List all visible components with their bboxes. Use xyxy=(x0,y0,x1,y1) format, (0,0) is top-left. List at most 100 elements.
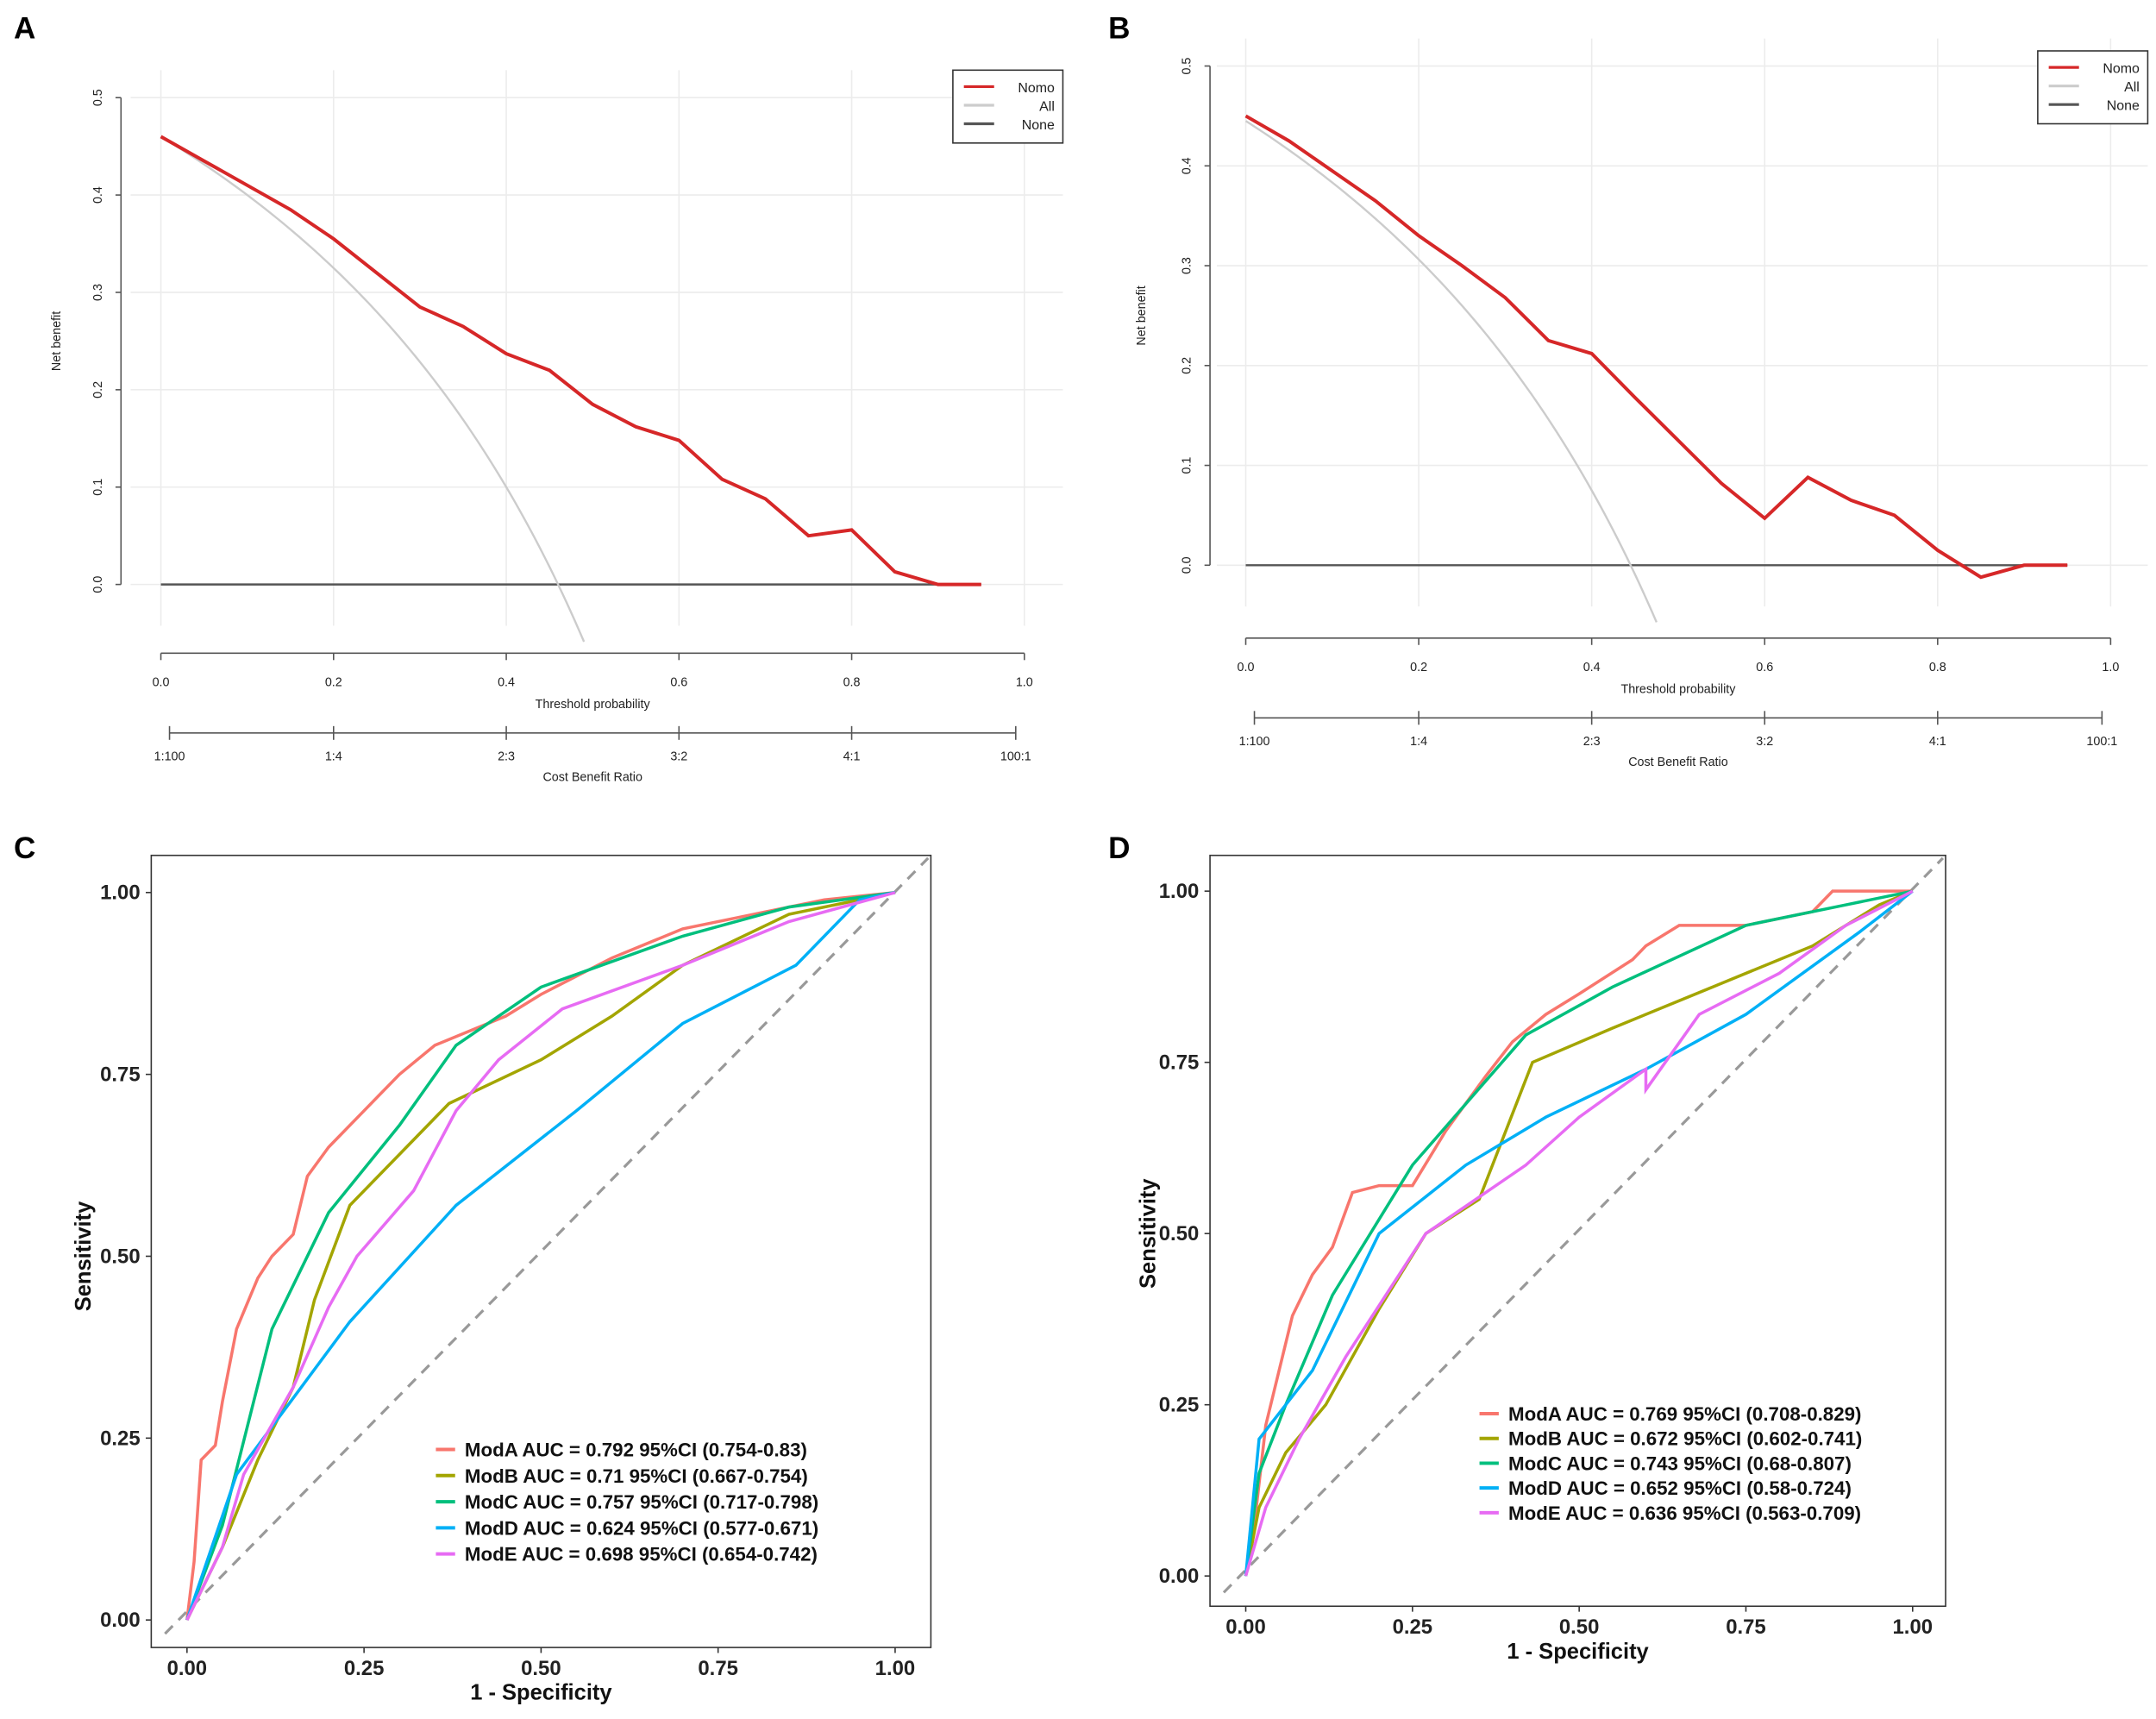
y-tick-label: 0.75 xyxy=(100,1063,141,1087)
nomo-curve xyxy=(160,135,981,587)
legend-label-modc: ModC AUC = 0.743 95%CI (0.68-0.807) xyxy=(1508,1452,1852,1474)
legend-label-moda: ModA AUC = 0.792 95%CI (0.754-0.83) xyxy=(465,1439,807,1460)
roc-line-moda xyxy=(185,891,896,1621)
cost-benefit-tick-label: 2:3 xyxy=(1583,735,1601,749)
x-tick-label: 0.8 xyxy=(1929,661,1946,674)
x-tick-label: 0.00 xyxy=(167,1657,208,1680)
cost-benefit-tick-label: 4:1 xyxy=(843,750,861,764)
y-axis-label: Net benefit xyxy=(1135,285,1149,345)
x-tick-label: 0.25 xyxy=(344,1657,385,1680)
roc-line-modd xyxy=(185,891,896,1621)
y-tick-label: 0.1 xyxy=(91,479,105,496)
legend-label-mode: ModE AUC = 0.636 95%CI (0.563-0.709) xyxy=(1508,1503,1861,1524)
x-tick-label: 0.4 xyxy=(498,676,515,690)
legend-label-moda: ModA AUC = 0.769 95%CI (0.708-0.829) xyxy=(1508,1403,1861,1425)
x-tick-label: 1.00 xyxy=(875,1657,916,1680)
x-tick-label: 0.4 xyxy=(1583,661,1601,674)
y-tick-label: 0.1 xyxy=(1181,457,1194,474)
cost-benefit-tick-label: 1:4 xyxy=(1410,735,1427,749)
x-tick-label: 0.0 xyxy=(153,676,170,690)
roc-curve-c: 0.00 0.25 0.50 0.75 1.00 0.00 0.25 0.50 0.75 1.00… xyxy=(72,854,932,1705)
legend-label-modd: ModD AUC = 0.624 95%CI (0.577-0.671) xyxy=(465,1517,818,1539)
x-tick-label: 0.2 xyxy=(1410,661,1427,674)
legend-label-nomo: Nomo xyxy=(2103,62,2140,77)
y-tick-label: 0.5 xyxy=(91,89,105,106)
roc-line-mode xyxy=(185,891,896,1621)
legend-label-all: All xyxy=(2124,80,2140,95)
x-tick-label: 0.2 xyxy=(325,676,342,690)
y-tick-label: 0.2 xyxy=(1181,357,1194,374)
y-axis-label: Net benefit xyxy=(50,311,64,371)
roc-line-modd xyxy=(1244,889,1914,1577)
panel-label-a: A xyxy=(14,12,35,46)
y-tick-label: 0.2 xyxy=(91,381,105,398)
legend-label-all: All xyxy=(1039,99,1055,114)
legend-label-modb: ModB AUC = 0.71 95%CI (0.667-0.754) xyxy=(465,1465,808,1487)
x-tick-label: 0.75 xyxy=(698,1657,738,1680)
legend-label-modb: ModB AUC = 0.672 95%CI (0.602-0.741) xyxy=(1508,1428,1862,1450)
x-tick-label: 0.8 xyxy=(843,676,861,690)
legend-label-modc: ModC AUC = 0.757 95%CI (0.717-0.798) xyxy=(465,1491,818,1513)
cost-benefit-tick-label: 1:100 xyxy=(154,750,185,764)
cost-benefit-tick-label: 100:1 xyxy=(2086,735,2117,749)
legend-label-nomo: Nomo xyxy=(1018,81,1055,96)
x-tick-label: 0.50 xyxy=(1559,1615,1600,1639)
nomo-curve xyxy=(1244,114,2068,580)
x-tick-label: 1.00 xyxy=(1893,1615,1934,1639)
y-tick-label: 1.00 xyxy=(1159,880,1200,903)
x-axis-label: 1 - Specificity xyxy=(1507,1640,1649,1664)
y-axis-label: Sensitivity xyxy=(72,1201,96,1311)
cost-benefit-axis-label: Cost Benefit Ratio xyxy=(542,771,642,785)
panel-label-b: B xyxy=(1108,12,1130,46)
y-tick-label: 0.4 xyxy=(91,186,105,204)
roc-line-modb xyxy=(1244,889,1914,1577)
y-tick-label: 0.25 xyxy=(100,1427,141,1450)
x-tick-label: 0.50 xyxy=(521,1657,561,1680)
panel-label-d: D xyxy=(1108,831,1130,865)
y-tick-label: 0.50 xyxy=(100,1245,141,1268)
cost-benefit-tick-label: 1:100 xyxy=(1239,735,1270,749)
all-curve xyxy=(1244,120,1658,623)
decision-curve-a: 0.0 0.1 0.2 0.3 0.4 0.5 Net benefit 0.0 0.2 0.4 0.… xyxy=(50,69,1064,785)
legend-label-mode: ModE AUC = 0.698 95%CI (0.654-0.742) xyxy=(465,1544,818,1565)
y-tick-label: 0.3 xyxy=(1181,257,1194,274)
panel-label-c: C xyxy=(14,831,35,865)
legend-label-modd: ModD AUC = 0.652 95%CI (0.58-0.724) xyxy=(1508,1477,1852,1499)
y-tick-label: 0.5 xyxy=(1181,58,1194,75)
x-tick-label: 0.75 xyxy=(1726,1615,1766,1639)
cost-benefit-axis-label: Cost Benefit Ratio xyxy=(1628,756,1728,769)
legend-label-none: None xyxy=(2107,99,2140,114)
diagonal-reference-line xyxy=(1222,856,1945,1594)
legend-label-none: None xyxy=(1022,118,1055,133)
cost-benefit-tick-label: 1:4 xyxy=(325,750,342,764)
y-tick-label: 0.00 xyxy=(1159,1565,1200,1588)
x-tick-label: 0.25 xyxy=(1393,1615,1433,1639)
cost-benefit-tick-label: 100:1 xyxy=(1000,750,1031,764)
decision-curve-b: 0.0 0.1 0.2 0.3 0.4 0.5 Net benefit 0.0 0.2 0.4 0.… xyxy=(1135,38,2149,769)
y-tick-label: 0.0 xyxy=(91,576,105,593)
y-tick-label: 1.00 xyxy=(100,881,141,905)
x-tick-label: 0.6 xyxy=(670,676,687,690)
x-axis-label: Threshold probability xyxy=(536,698,651,712)
cost-benefit-tick-label: 2:3 xyxy=(498,750,515,764)
roc-line-modc xyxy=(1244,889,1914,1577)
y-tick-label: 0.3 xyxy=(91,284,105,301)
roc-line-mode xyxy=(1244,889,1914,1577)
diagonal-reference-line xyxy=(164,856,930,1635)
x-tick-label: 1.0 xyxy=(2102,661,2119,674)
all-curve xyxy=(160,135,586,643)
y-tick-label: 0.50 xyxy=(1159,1222,1200,1245)
x-tick-label: 0.6 xyxy=(1756,661,1773,674)
x-axis-label: 1 - Specificity xyxy=(470,1681,612,1705)
x-tick-label: 0.00 xyxy=(1225,1615,1266,1639)
y-tick-label: 0.25 xyxy=(1159,1394,1200,1417)
x-axis-label: Threshold probability xyxy=(1620,683,1736,697)
cost-benefit-tick-label: 4:1 xyxy=(1929,735,1946,749)
y-tick-label: 0.0 xyxy=(1181,556,1194,574)
y-tick-label: 0.4 xyxy=(1181,157,1194,174)
roc-line-modc xyxy=(185,891,896,1621)
y-tick-label: 0.75 xyxy=(1159,1051,1200,1075)
roc-curve-d: 0.00 0.25 0.50 0.75 1.00 0.00 0.25 0.50 0.75 1.00… xyxy=(1136,854,1946,1664)
x-tick-label: 1.0 xyxy=(1016,676,1033,690)
